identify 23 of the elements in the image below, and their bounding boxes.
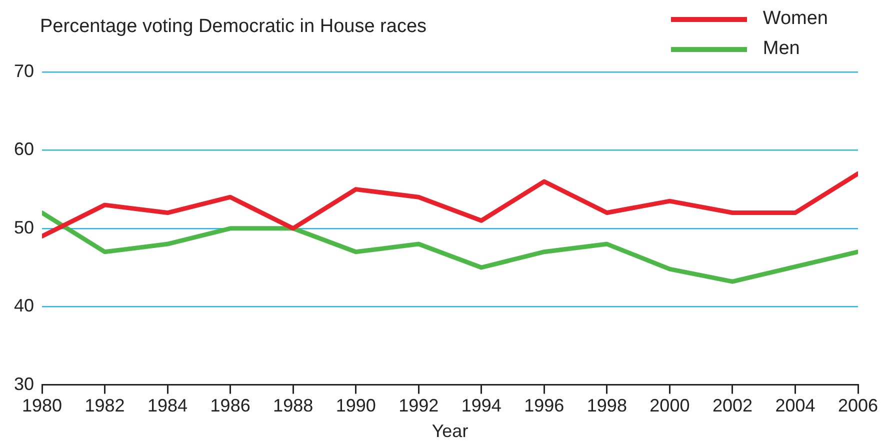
x-tick-label: 1984	[148, 396, 188, 416]
x-tick-label: 1998	[586, 396, 627, 416]
x-tick-label: 2002	[712, 396, 752, 416]
legend-label: Women	[762, 8, 828, 30]
x-axis-title: Year	[432, 421, 468, 442]
legend-label: Men	[762, 38, 800, 60]
x-tick-label: 2000	[650, 396, 690, 416]
x-tick-label: 1990	[336, 396, 376, 416]
x-tick-label: 1988	[273, 396, 314, 416]
chart-title: Percentage voting Democratic in House races	[40, 16, 427, 38]
y-tick-label: 70	[14, 60, 34, 81]
y-tick-label: 40	[14, 296, 34, 316]
x-tick-label: 1982	[84, 396, 125, 416]
x-tick-label: 2004	[775, 396, 816, 416]
y-tick-label: 50	[14, 217, 34, 238]
x-tick-label: 1996	[524, 396, 564, 416]
x-tick-label: 1994	[461, 396, 502, 416]
x-tick-label: 1980	[22, 396, 62, 416]
x-tick-label: 1986	[210, 396, 250, 416]
x-tick-label: 2006	[838, 396, 878, 416]
x-tick-label: 1992	[398, 396, 439, 416]
y-tick-label: 60	[14, 139, 34, 160]
y-tick-label: 30	[14, 374, 34, 394]
